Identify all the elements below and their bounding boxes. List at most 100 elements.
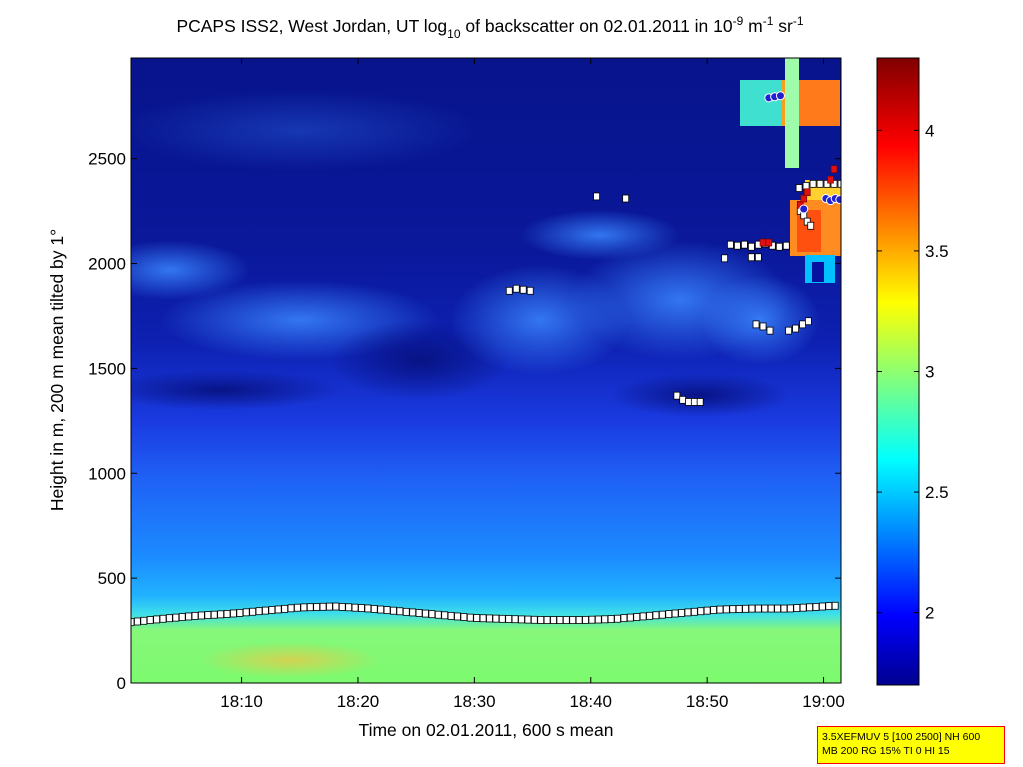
blue-markers	[764, 91, 841, 214]
mixing-layer-marker	[556, 616, 564, 624]
mixing-layer-marker	[684, 608, 692, 617]
x-tick-label: 19:00	[802, 692, 845, 711]
mixing-layer-marker	[422, 609, 429, 618]
mixing-layer-marker	[396, 607, 404, 616]
mixing-layer-marker	[242, 608, 250, 617]
layer-marker	[734, 241, 741, 250]
mixing-layer-marker	[217, 610, 225, 619]
blue-marker	[776, 92, 784, 100]
mixing-layer-marker	[185, 612, 193, 621]
heatmap-texture	[131, 90, 820, 678]
mixing-layer-marker	[652, 611, 660, 620]
mixing-layer-marker	[716, 605, 724, 614]
layer-marker	[799, 320, 806, 329]
layer-marker	[727, 240, 734, 249]
mixing-layer-marker	[620, 614, 628, 623]
info-line-1: 3.5XEFMUV 5 [100 2500] NH 600	[822, 731, 981, 743]
mixing-layer-marker	[281, 604, 289, 613]
mixing-layer-marker	[793, 604, 801, 612]
mixing-layer-marker	[460, 613, 468, 621]
mixing-layer-marker	[351, 603, 359, 612]
layer-marker	[505, 286, 513, 295]
mixing-layer-marker	[607, 615, 615, 624]
mixing-layer-marker	[428, 610, 436, 619]
mixing-layer-marker	[786, 604, 794, 613]
colorbar-tick-label: 3.5	[925, 242, 949, 261]
mixing-layer-marker	[338, 603, 346, 611]
layer-marker	[679, 395, 687, 404]
mixing-layer-marker	[210, 610, 218, 619]
layer-marker	[807, 221, 815, 230]
mixing-layer-marker	[831, 601, 839, 610]
layer-marker	[747, 253, 755, 262]
mixing-layer-marker	[626, 613, 634, 622]
layer-marker	[830, 179, 838, 188]
mixing-layer-marker	[153, 615, 161, 624]
mixing-layer-marker	[492, 614, 500, 623]
mixing-layer-marker	[473, 614, 481, 622]
layer-marker	[519, 285, 527, 294]
info-line-2: MB 200 RG 15% TI 0 HI 15	[822, 745, 950, 757]
mixing-layer-marker	[479, 614, 487, 623]
mixing-layer-marker	[530, 615, 538, 624]
layer-marker	[740, 240, 748, 249]
colorbar-ticks: 2 2.5 3 3.5 4	[877, 121, 949, 623]
mixing-layer-marker	[255, 607, 263, 616]
mixing-layer-marker	[601, 615, 609, 624]
layer-marker	[622, 194, 630, 203]
red-marker	[759, 238, 767, 247]
mixing-layer-marker	[633, 613, 641, 621]
mixing-layer-marker	[665, 610, 673, 619]
red-marker	[803, 188, 811, 197]
y-tick-label: 1500	[88, 359, 126, 378]
mixing-layer-marker	[697, 607, 705, 616]
mixing-layer-marker	[390, 606, 397, 615]
mixing-layer-marker	[646, 611, 653, 620]
mixing-layer-marker	[543, 616, 551, 624]
mixing-layer-marker	[742, 604, 749, 613]
mixing-layer-marker	[799, 603, 807, 612]
mixing-layer-marker	[140, 616, 148, 625]
mixing-layer-marker	[466, 613, 474, 622]
layer-marker	[752, 320, 760, 329]
mixing-layer-marker	[294, 603, 301, 612]
mixing-layer-marker	[345, 603, 353, 612]
layer-marker	[673, 391, 681, 400]
chart-title: PCAPS ISS2, West Jordan, UT log10 of bac…	[176, 14, 803, 41]
mixing-layer-marker	[146, 616, 154, 625]
layer-marker	[685, 398, 692, 406]
y-tick-label: 1000	[88, 464, 126, 483]
elevated-layer-markers	[505, 179, 841, 406]
mixing-layer-marker	[486, 614, 493, 623]
layer-marker	[526, 286, 534, 295]
layer-marker	[837, 179, 841, 188]
mixing-layer-marker	[326, 602, 333, 611]
mixing-layer-marker	[575, 616, 583, 624]
mixing-layer-marker	[191, 611, 199, 620]
mixing-layer-marker	[306, 603, 314, 612]
mixing-layer-marker	[377, 605, 385, 614]
mixing-layer-marker	[767, 604, 775, 613]
mixing-layer-marker	[614, 614, 621, 623]
mixing-layer-marker	[364, 604, 372, 613]
y-tick-label: 2000	[88, 255, 126, 274]
mixing-layer-marker	[370, 605, 378, 613]
layer-marker	[782, 241, 790, 250]
mixing-layer-marker	[569, 616, 577, 624]
backscatter-heatmap	[131, 58, 841, 683]
mixing-layer-marker	[223, 610, 231, 618]
layer-marker	[754, 253, 762, 262]
mixing-layer-marker	[639, 612, 647, 621]
colorbar	[876, 57, 920, 686]
mixing-layer-marker	[409, 608, 417, 617]
mixing-layer-marker	[498, 614, 506, 623]
mixing-layer-marker	[812, 603, 820, 611]
layer-marker	[802, 182, 810, 190]
layer-marker	[696, 398, 704, 406]
mixing-layer-marker	[524, 615, 532, 624]
colorbar-tick-label: 4	[925, 121, 934, 140]
mixing-layer-marker	[735, 605, 743, 613]
mixing-layer-marker	[690, 607, 698, 616]
mixing-layer-marker	[198, 611, 205, 620]
